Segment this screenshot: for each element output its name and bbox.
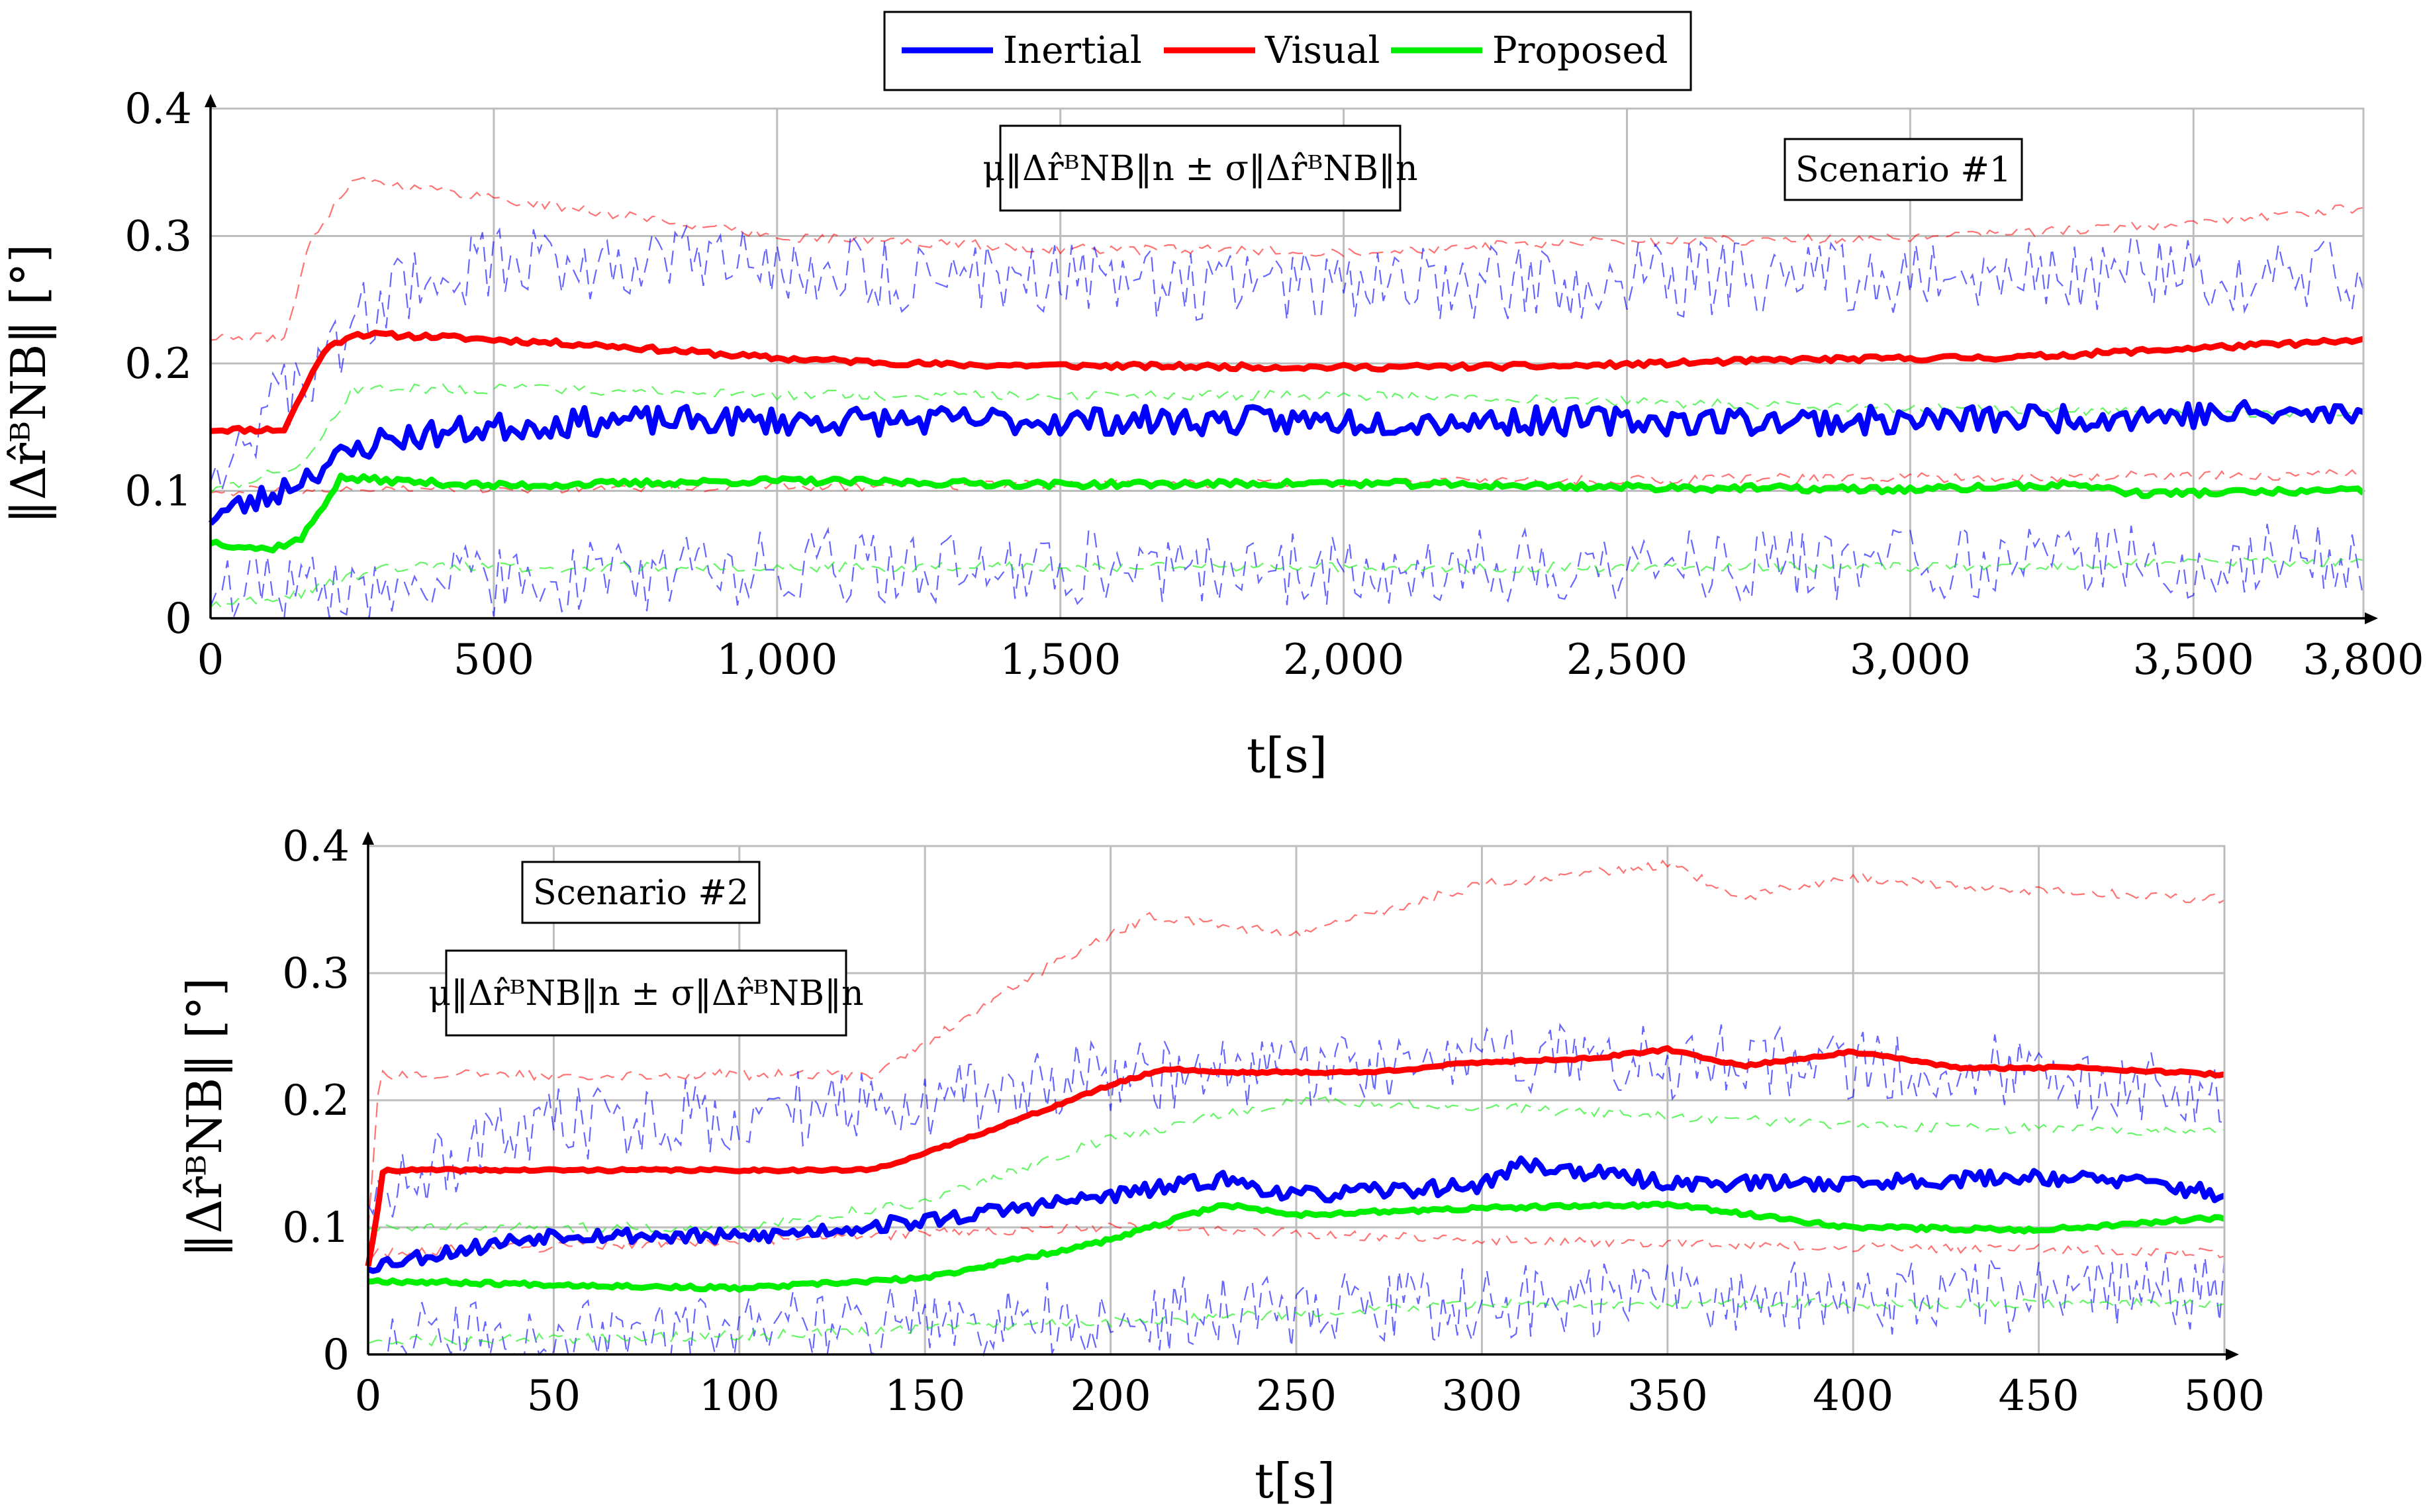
chart-2-x-tick-label: 300 bbox=[1441, 1372, 1522, 1421]
chart-2-y-tick-label: 0.3 bbox=[282, 949, 350, 998]
chart-2-x-tick-label: 350 bbox=[1627, 1372, 1708, 1421]
chart-2-y-tick-label: 0 bbox=[322, 1331, 350, 1380]
chart-1-x-tick-label: 3,500 bbox=[2133, 636, 2254, 685]
chart-1-x-tick-label: 2,000 bbox=[1283, 636, 1404, 685]
chart-2-x-tick-label: 450 bbox=[1999, 1372, 2079, 1421]
chart-2-y-axis-arrow bbox=[362, 831, 374, 845]
chart-1-x-axis-arrow bbox=[2365, 612, 2378, 624]
chart-1-inertial-mean-line bbox=[208, 399, 2365, 526]
chart-1-bands bbox=[209, 176, 2365, 619]
chart-2-x-axis-arrow bbox=[2226, 1348, 2239, 1360]
chart-2-x-tick-label: 400 bbox=[1813, 1372, 1893, 1421]
chart-1-x-label: t[s] bbox=[1247, 728, 1327, 783]
chart-1-x-tick-label: 1,000 bbox=[716, 636, 837, 685]
chart-2-x-tick-label: 150 bbox=[884, 1372, 965, 1421]
chart-1-y-tick-label: 0.2 bbox=[124, 340, 192, 389]
chart-2-scenario-label: Scenario #2 bbox=[533, 873, 749, 913]
legend: Inertial Visual Proposed bbox=[883, 11, 1692, 91]
chart-2-x-tick-label: 50 bbox=[527, 1372, 581, 1421]
chart-2-y-ticks: 0 0.1 0.2 0.3 0.4 bbox=[282, 822, 350, 1380]
chart-1-x-tick-label: 2,500 bbox=[1566, 636, 1688, 685]
chart-1-y-tick-label: 0 bbox=[165, 594, 192, 643]
chart-2-proposed-lower-band bbox=[367, 1298, 2225, 1347]
chart-2-y-tick-label: 0.4 bbox=[282, 822, 350, 871]
chart-2-visual-lower-band bbox=[367, 1221, 2225, 1258]
chart-2-x-tick-label: 0 bbox=[355, 1372, 382, 1421]
chart-2-x-label: t[s] bbox=[1255, 1453, 1335, 1509]
chart-1-y-tick-label: 0.3 bbox=[124, 213, 192, 261]
chart-2-proposed-upper-band bbox=[367, 1096, 2225, 1234]
chart-1-x-tick-label: 1,500 bbox=[1000, 636, 1121, 685]
chart-1-proposed-upper-band bbox=[210, 383, 2364, 494]
chart-2-y-tick-label: 0.1 bbox=[282, 1204, 350, 1252]
chart-1-x-ticks: 0 500 1,000 1,500 2,000 2,500 3,000 3,500 3,800 bbox=[197, 636, 2424, 685]
chart-1-annotation: μ‖Δr̂ᴮNB‖n ± σ‖Δr̂ᴮNB‖n bbox=[982, 149, 1417, 189]
legend-label-inertial: Inertial bbox=[1003, 29, 1142, 72]
chart-1-frame bbox=[205, 94, 2378, 624]
chart-2-visual-upper-band bbox=[367, 859, 2225, 1230]
chart-1-y-ticks: 0 0.1 0.2 0.3 0.4 bbox=[124, 85, 192, 643]
chart-1-scenario-label: Scenario #1 bbox=[1795, 150, 2011, 190]
chart-2-visual-mean-line bbox=[365, 1045, 2225, 1267]
chart-1-proposed-lower-band bbox=[210, 555, 2364, 610]
chart-2-x-tick-label: 200 bbox=[1071, 1372, 1151, 1421]
chart-1-scenario-box bbox=[1784, 138, 2023, 201]
chart-scenario-1: 0 500 1,000 1,500 2,000 2,500 3,000 3,500 3,800 … bbox=[1, 85, 2424, 783]
chart-1-y-label: ‖Δr̂ᴮNB‖ [°] bbox=[1, 244, 56, 524]
chart-2-y-label: ‖Δr̂ᴮNB‖ [°] bbox=[177, 978, 232, 1258]
chart-2-x-tick-label: 500 bbox=[2184, 1372, 2265, 1421]
chart-2-scenario-box bbox=[521, 861, 761, 924]
legend-label-proposed: Proposed bbox=[1492, 29, 1668, 72]
chart-2-x-ticks: 0 50 100 150 200 250 300 350 400 450 500 bbox=[355, 1372, 2265, 1421]
legend-label-visual: Visual bbox=[1264, 29, 1380, 72]
chart-1-x-tick-label: 3,000 bbox=[1850, 636, 1971, 685]
chart-2-annotation: μ‖Δr̂ᴮNB‖n ± σ‖Δr̂ᴮNB‖n bbox=[428, 974, 863, 1014]
chart-2-inertial-lower-band bbox=[367, 1254, 2226, 1357]
chart-2-annotation-box bbox=[445, 949, 847, 1037]
chart-1-x-tick-label: 0 bbox=[197, 636, 224, 685]
chart-1-inertial-lower-band bbox=[209, 523, 2365, 619]
chart-2-lines bbox=[365, 1045, 2226, 1293]
chart-2-bands bbox=[367, 859, 2226, 1357]
chart-2-x-tick-label: 250 bbox=[1256, 1372, 1337, 1421]
chart-1-proposed-mean-line bbox=[209, 472, 2365, 554]
chart-1-x-tick-label: 3,800 bbox=[2303, 636, 2424, 685]
chart-2-x-tick-label: 100 bbox=[699, 1372, 780, 1421]
chart-1-lines bbox=[208, 330, 2365, 554]
chart-2-inertial-mean-line bbox=[367, 1155, 2226, 1274]
chart-2-frame bbox=[362, 831, 2239, 1360]
chart-1-y-tick-label: 0.4 bbox=[124, 85, 192, 134]
chart-2-inertial-upper-band bbox=[367, 1023, 2225, 1218]
chart-2-proposed-mean-line bbox=[367, 1200, 2226, 1293]
chart-1-visual-mean-line bbox=[210, 330, 2365, 435]
chart-1-x-tick-label: 500 bbox=[453, 636, 534, 685]
chart-1-annotation-box bbox=[999, 124, 1402, 212]
chart-2-y-tick-label: 0.2 bbox=[282, 1076, 350, 1125]
chart-1-y-axis-arrow bbox=[205, 94, 216, 107]
chart-1-y-tick-label: 0.1 bbox=[124, 467, 192, 516]
chart-scenario-2: 0 50 100 150 200 250 300 350 400 450 500 0 0.1 0.2 0.… bbox=[177, 822, 2265, 1509]
legend-box bbox=[883, 11, 1692, 91]
chart-1-inertial-upper-band bbox=[209, 224, 2365, 494]
